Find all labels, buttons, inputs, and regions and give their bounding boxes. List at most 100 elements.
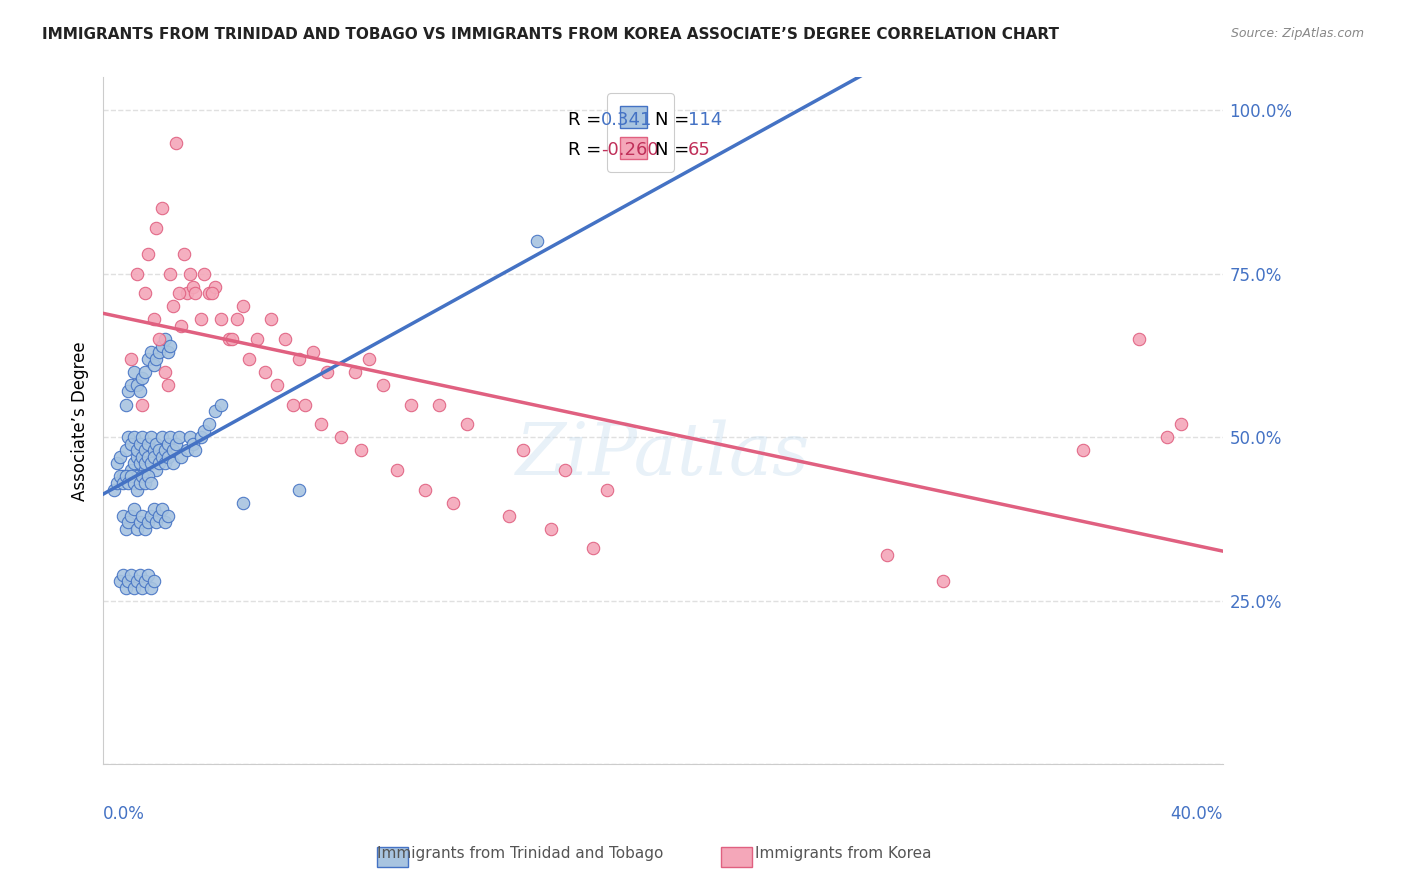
Point (128, 384, 150, 399)
Point (122, 502, 145, 516)
Point (311, 417, 333, 431)
Point (1170, 417, 1192, 431)
Point (117, 430, 139, 444)
Point (120, 469, 142, 483)
Point (165, 136, 187, 150)
Point (266, 377, 288, 392)
Text: N =: N = (655, 141, 695, 159)
Point (1156, 430, 1178, 444)
Point (134, 365, 156, 379)
Point (125, 443, 148, 458)
Point (134, 456, 156, 470)
Point (120, 463, 142, 477)
Point (170, 318, 193, 333)
Point (371, 377, 394, 392)
Point (142, 312, 165, 326)
Point (582, 541, 605, 556)
Point (413, 483, 436, 497)
Point (932, 574, 955, 588)
Point (181, 279, 204, 293)
FancyBboxPatch shape (721, 847, 752, 867)
Text: -0.260: -0.260 (602, 141, 659, 159)
Point (153, 456, 176, 470)
Text: 0.341: 0.341 (602, 111, 652, 129)
Point (498, 508, 520, 523)
Point (122, 456, 145, 470)
Point (150, 201, 173, 215)
Point (274, 332, 297, 346)
Point (142, 502, 165, 516)
Point (136, 515, 159, 529)
Point (179, 430, 201, 444)
Point (139, 456, 162, 470)
Point (148, 345, 170, 359)
Point (134, 574, 156, 588)
Point (131, 371, 153, 385)
Point (111, 469, 134, 483)
Point (150, 502, 173, 516)
Point (399, 397, 422, 411)
Point (167, 430, 190, 444)
Point (193, 267, 215, 281)
Point (142, 574, 165, 588)
Point (176, 443, 198, 458)
Point (120, 567, 142, 582)
Point (134, 463, 156, 477)
Point (122, 475, 145, 490)
Point (114, 469, 136, 483)
Point (148, 332, 170, 346)
Point (209, 397, 232, 411)
Point (139, 430, 162, 444)
Point (193, 424, 215, 438)
Point (120, 436, 142, 450)
Point (139, 475, 162, 490)
Point (139, 581, 162, 595)
Point (153, 332, 176, 346)
Point (526, 234, 548, 248)
Point (357, 351, 380, 366)
Point (156, 436, 179, 450)
Point (344, 365, 367, 379)
Point (283, 397, 305, 411)
Point (136, 469, 159, 483)
Point (148, 443, 170, 458)
Point (238, 351, 260, 366)
Point (125, 483, 148, 497)
Point (201, 286, 224, 301)
Point (226, 312, 249, 326)
Point (385, 463, 408, 477)
Point (114, 581, 136, 595)
Point (103, 483, 125, 497)
Point (167, 286, 190, 301)
Point (170, 450, 193, 464)
Point (162, 299, 184, 313)
Point (162, 456, 184, 470)
Point (136, 450, 159, 464)
Point (120, 351, 142, 366)
Point (150, 338, 173, 352)
Point (125, 450, 148, 464)
Point (105, 475, 128, 490)
Point (125, 574, 148, 588)
Point (145, 463, 167, 477)
Text: R =: R = (568, 111, 607, 129)
Point (173, 247, 195, 261)
Point (260, 312, 283, 326)
Point (330, 430, 353, 444)
Point (145, 220, 167, 235)
Point (294, 397, 316, 411)
Point (456, 417, 478, 431)
Point (232, 299, 254, 313)
Point (125, 377, 148, 392)
Point (134, 475, 156, 490)
Point (131, 397, 153, 411)
Point (142, 450, 165, 464)
Point (142, 358, 165, 372)
Point (131, 450, 153, 464)
Point (153, 365, 176, 379)
Point (128, 456, 150, 470)
Point (122, 430, 145, 444)
Point (246, 332, 269, 346)
Point (128, 515, 150, 529)
Point (131, 469, 153, 483)
